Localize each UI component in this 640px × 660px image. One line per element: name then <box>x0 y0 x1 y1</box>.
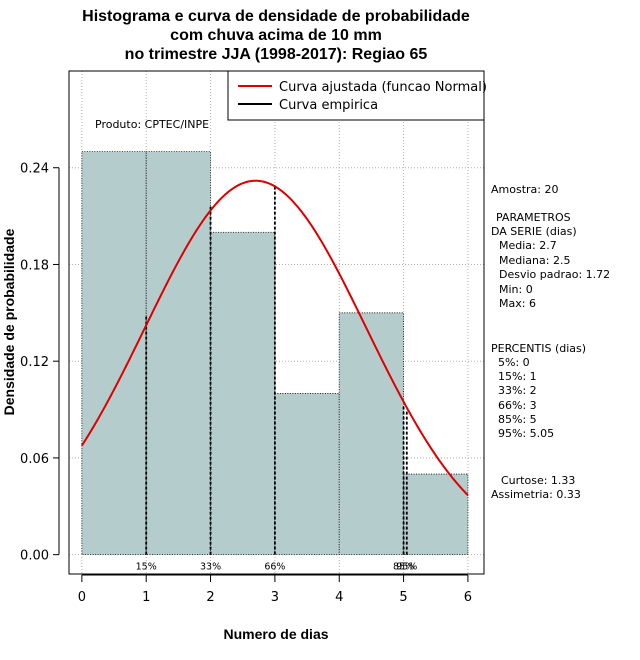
y-tick-label: 0.24 <box>20 162 49 177</box>
percentile-lines: 15% 33% 66% 85%95% <box>136 185 417 573</box>
y-tick-label: 0.18 <box>20 258 49 273</box>
histogram-bar <box>210 231 276 556</box>
x-tick-label: 6 <box>464 590 472 605</box>
params-header-2: DA SERIE (dias) <box>491 225 577 238</box>
param-sd: Desvio padrao: 1.72 <box>499 268 610 281</box>
percentile-5: 5%: 0 <box>498 356 530 369</box>
side-panel: Amostra: 20 PARAMETROS DA SERIE (dias) M… <box>491 183 610 501</box>
legend-fitted-label: Curva ajustada (funcao Normal) <box>279 80 487 95</box>
percentile-33: 33%: 2 <box>498 384 537 397</box>
sample-size: Amostra: 20 <box>491 183 558 196</box>
skewness: Assimetria: 0.33 <box>491 488 581 501</box>
chart-title-line-3: no trimestre JJA (1998-2017): Regiao 65 <box>125 46 428 63</box>
x-tick-label: 5 <box>399 590 407 605</box>
params-header-1: PARAMETROS <box>496 211 571 224</box>
histogram-bar <box>274 393 340 556</box>
fitted-curve-layer <box>81 179 469 496</box>
x-tick-label: 0 <box>78 590 86 605</box>
axes: 0.00 0.06 0.12 0.18 0.24 0 1 2 3 4 5 6 <box>20 162 472 605</box>
legend-empirical-label: Curva empirica <box>279 98 378 113</box>
fitted-normal-curve <box>81 179 469 496</box>
param-min: Min: 0 <box>499 283 533 296</box>
y-axis-title: Densidade de probabilidade <box>1 228 17 415</box>
product-label: Produto: CPTEC/INPE <box>95 118 209 131</box>
percentile-line-label: 66% <box>264 562 285 573</box>
param-mean: Media: 2.7 <box>499 239 557 252</box>
param-median: Mediana: 2.5 <box>499 254 570 267</box>
legend-box <box>227 70 485 121</box>
legend: Curva ajustada (funcao Normal) Curva emp… <box>227 70 487 121</box>
y-tick-label: 0.12 <box>20 355 49 370</box>
param-max: Max: 6 <box>499 297 536 310</box>
histogram-bars <box>81 151 469 556</box>
percentile-line-label: 95% <box>396 562 417 573</box>
chart-title-line-1: Histograma e curva de densidade de proba… <box>82 8 470 25</box>
percentile-line-label: 85% <box>393 562 414 573</box>
y-tick-label: 0.06 <box>20 452 49 467</box>
percentile-line-label: 33% <box>200 562 221 573</box>
x-tick-label: 4 <box>335 590 343 605</box>
percentile-66: 66%: 3 <box>498 399 537 412</box>
histogram-bar <box>81 151 147 556</box>
percentiles-header: PERCENTIS (dias) <box>491 342 586 355</box>
x-tick-label: 3 <box>271 590 279 605</box>
x-axis-title: Numero de dias <box>223 626 328 642</box>
histogram-bar <box>338 312 404 556</box>
histogram-bar <box>145 151 211 556</box>
x-tick-label: 1 <box>142 590 150 605</box>
kurtosis: Curtose: 1.33 <box>501 474 575 487</box>
percentile-15: 15%: 1 <box>498 370 537 383</box>
percentile-85: 85%: 5 <box>498 413 537 426</box>
y-tick-label: 0.00 <box>20 549 49 564</box>
percentile-line-label: 15% <box>136 562 157 573</box>
chart-title-line-2: com chuva acima de 10 mm <box>170 27 382 44</box>
percentile-95: 95%: 5.05 <box>498 427 554 440</box>
histogram-bar <box>403 473 469 556</box>
x-tick-label: 2 <box>206 590 214 605</box>
